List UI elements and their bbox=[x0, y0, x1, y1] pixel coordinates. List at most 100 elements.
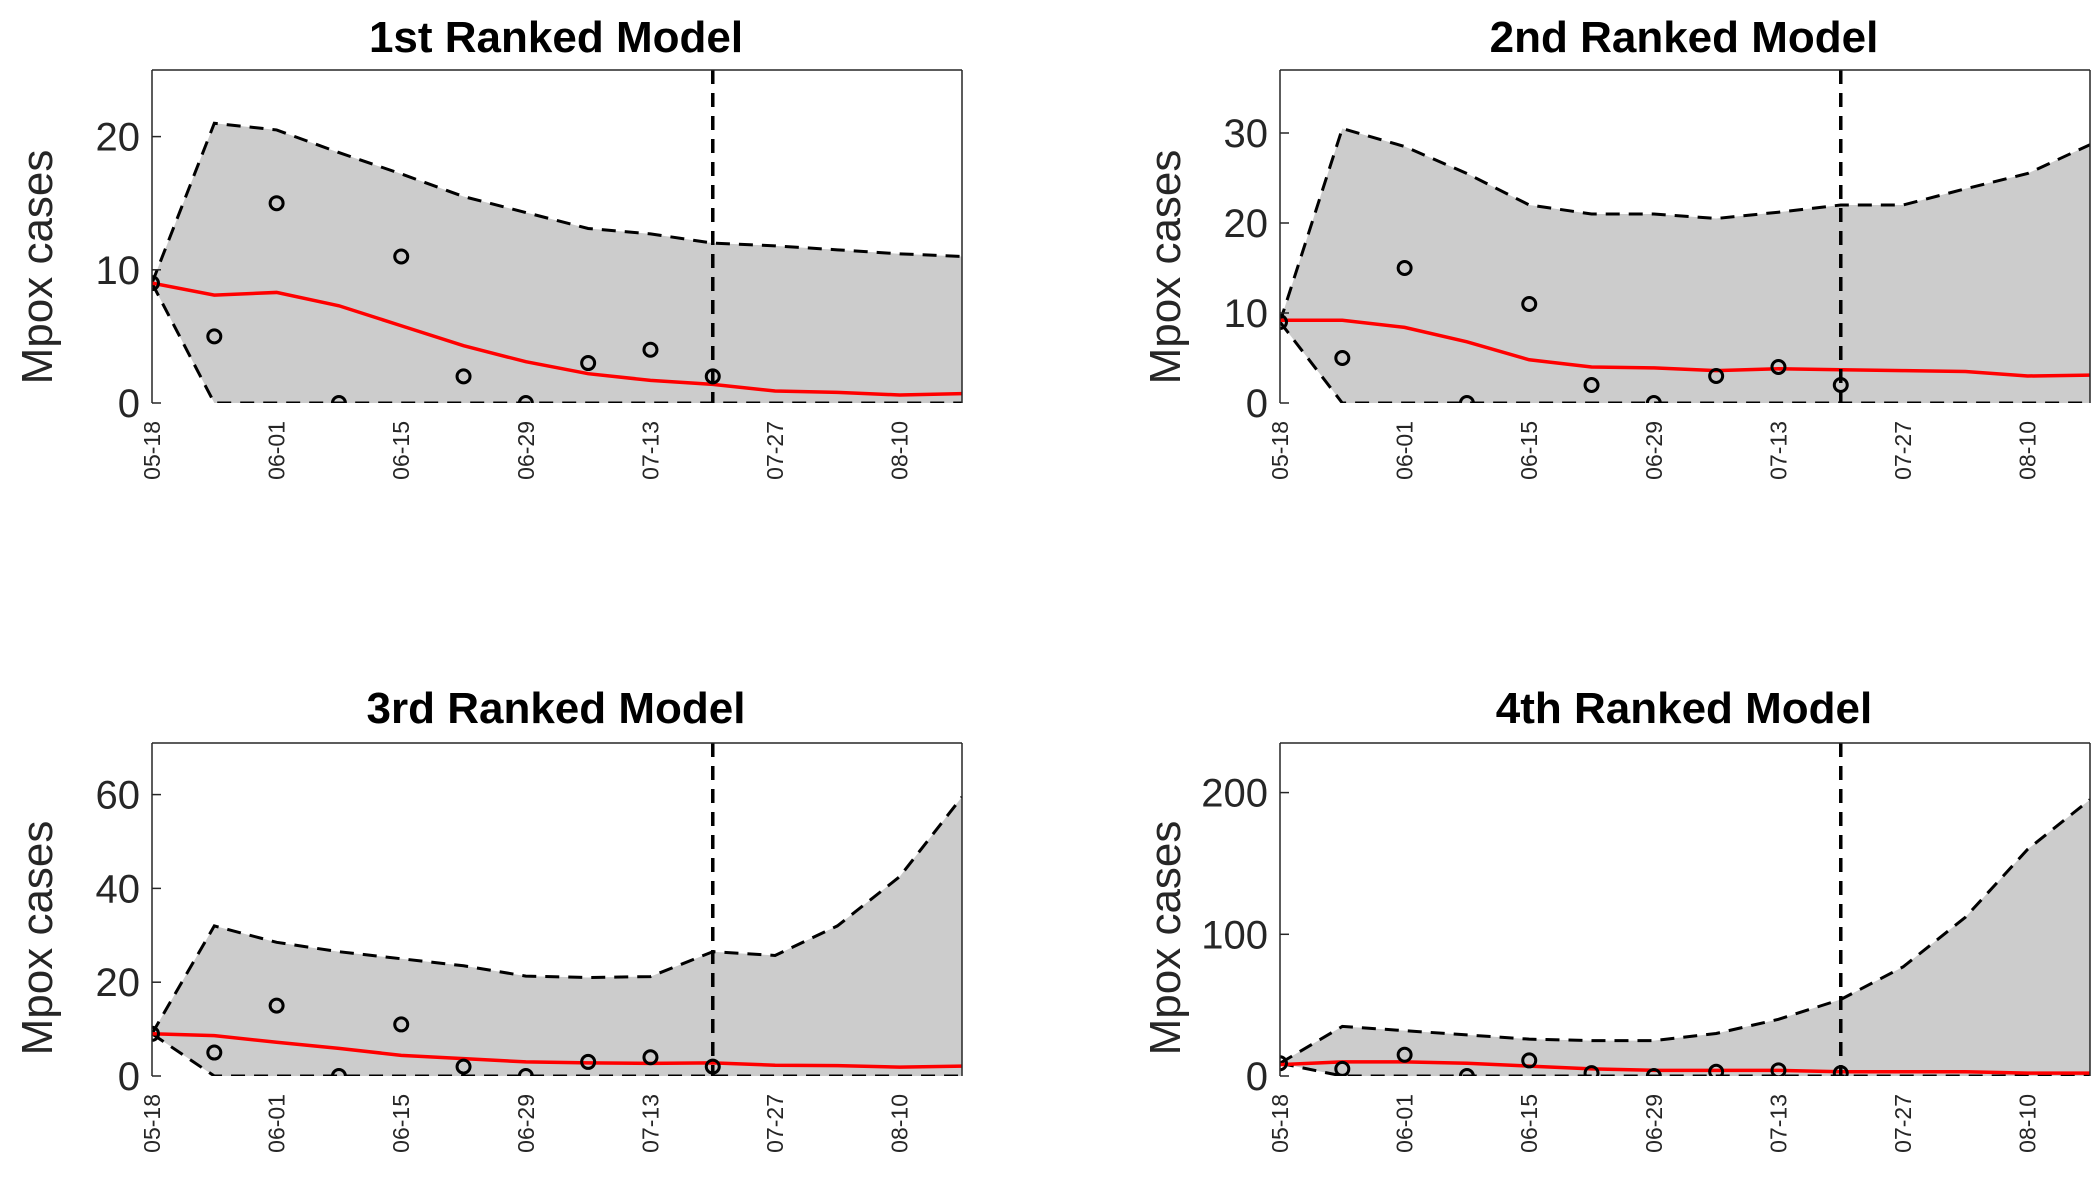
y-tick-label: 30 bbox=[1224, 112, 1269, 156]
observed-point bbox=[1832, 377, 1849, 393]
y-tick-label: 200 bbox=[1201, 772, 1268, 816]
observed-point bbox=[268, 997, 285, 1014]
x-tick-label: 06-29 bbox=[1641, 1094, 1667, 1153]
observed-point bbox=[580, 355, 597, 372]
observed-point bbox=[517, 395, 534, 403]
chart-panel-3: 3rd Ranked Model Mpox cases 0 20 40 60 05-18… bbox=[13, 684, 963, 1153]
plot-layer bbox=[152, 70, 962, 403]
chart-title: 4th Ranked Model bbox=[1496, 684, 1873, 733]
observed-point bbox=[517, 1068, 534, 1076]
plot-area: 0 10 20 30 05-18 06-01 06-15 06-29 07-13 07-27 08-… bbox=[1224, 69, 2091, 480]
x-tick-label: 05-18 bbox=[139, 1094, 165, 1153]
chart-panel-1: 1st Ranked Model Mpox cases 0 10 20 05-18 06… bbox=[13, 13, 963, 480]
prediction-interval-band bbox=[1280, 128, 2090, 403]
observed-point bbox=[152, 1025, 160, 1042]
observed-point bbox=[1770, 1062, 1787, 1076]
fit-line bbox=[1280, 1060, 2090, 1075]
y-tick-label: 0 bbox=[118, 1055, 140, 1099]
observed-point bbox=[704, 1058, 721, 1075]
observed-point bbox=[152, 275, 160, 292]
observed-point bbox=[455, 368, 472, 385]
y-tick-label: 40 bbox=[96, 867, 141, 911]
observed-point bbox=[1458, 1068, 1475, 1076]
observed-point bbox=[1334, 1060, 1351, 1076]
x-tick-label: 05-18 bbox=[139, 421, 165, 480]
observed-point bbox=[455, 1058, 472, 1075]
x-tick-label: 06-01 bbox=[264, 1094, 290, 1153]
upper-bound-line bbox=[152, 796, 962, 1035]
y-tick-label: 0 bbox=[1246, 1055, 1268, 1099]
observed-point bbox=[1832, 1065, 1849, 1076]
observed-point bbox=[1458, 395, 1475, 403]
y-axis-label: Mpox cases bbox=[1141, 150, 1190, 385]
observed-point bbox=[642, 341, 659, 358]
x-tick-label: 07-13 bbox=[637, 1094, 663, 1153]
y-axis-label: Mpox cases bbox=[13, 821, 62, 1056]
plot-area: 0 100 200 05-18 06-01 06-15 06-29 07-13 07-27 08-… bbox=[1201, 742, 2091, 1153]
x-tick-label: 06-29 bbox=[1641, 421, 1667, 480]
prediction-interval-band bbox=[1280, 799, 2090, 1076]
observed-point bbox=[1521, 1052, 1538, 1069]
observed-point bbox=[1770, 359, 1787, 375]
fit-line bbox=[1280, 318, 2090, 378]
observed-point bbox=[206, 328, 223, 345]
plot-layer bbox=[1280, 743, 2090, 1076]
x-tick-label: 08-10 bbox=[2015, 421, 2041, 480]
plot-layer bbox=[152, 743, 962, 1076]
observed-point bbox=[642, 1049, 659, 1066]
observed-point bbox=[1645, 395, 1662, 403]
upper-bound-line bbox=[152, 121, 962, 284]
chart-title: 2nd Ranked Model bbox=[1490, 13, 1879, 62]
x-tick-label: 06-15 bbox=[1516, 421, 1542, 480]
x-tick-label: 06-01 bbox=[1392, 1094, 1418, 1153]
y-tick-label: 20 bbox=[1224, 202, 1269, 246]
observed-point bbox=[1583, 377, 1600, 393]
observed-point bbox=[1396, 260, 1413, 276]
observed-point bbox=[1645, 1068, 1662, 1076]
x-tick-label: 05-18 bbox=[1267, 421, 1293, 480]
observed-point bbox=[1280, 314, 1288, 330]
y-tick-label: 0 bbox=[1246, 382, 1268, 426]
observed-point bbox=[1396, 1046, 1413, 1063]
y-tick-label: 20 bbox=[96, 961, 141, 1005]
chart-title: 3rd Ranked Model bbox=[367, 684, 746, 733]
y-tick-label: 100 bbox=[1201, 913, 1268, 957]
observed-point bbox=[393, 1016, 410, 1033]
y-tick-label: 20 bbox=[96, 116, 141, 160]
x-tick-label: 08-10 bbox=[887, 1094, 913, 1153]
x-tick-label: 07-13 bbox=[637, 421, 663, 480]
y-tick-label: 10 bbox=[96, 249, 141, 293]
x-tick-label: 07-27 bbox=[762, 421, 788, 480]
x-tick-label: 08-10 bbox=[2015, 1094, 2041, 1153]
observed-point bbox=[1334, 350, 1351, 366]
upper-bound-line bbox=[1280, 126, 2090, 323]
observed-point bbox=[704, 368, 721, 385]
fit-line bbox=[152, 281, 962, 397]
observed-point bbox=[1708, 1063, 1725, 1076]
x-tick-label: 07-27 bbox=[762, 1094, 788, 1153]
chart-panel-4: 4th Ranked Model Mpox cases 0 100 200 05-18… bbox=[1141, 684, 2091, 1153]
x-tick-label: 07-13 bbox=[1765, 1094, 1791, 1153]
observed-point bbox=[268, 195, 285, 212]
x-tick-label: 06-15 bbox=[388, 1094, 414, 1153]
y-axis-label: Mpox cases bbox=[13, 150, 62, 385]
y-axis-label: Mpox cases bbox=[1141, 821, 1190, 1056]
x-tick-label: 05-18 bbox=[1267, 1094, 1293, 1153]
x-tick-label: 08-10 bbox=[887, 421, 913, 480]
chart-panel-2: 2nd Ranked Model Mpox cases 0 10 20 30 05-18… bbox=[1141, 13, 2091, 480]
x-tick-label: 06-15 bbox=[388, 421, 414, 480]
upper-bound-line bbox=[1280, 798, 2090, 1065]
x-tick-label: 07-27 bbox=[1890, 1094, 1916, 1153]
y-tick-label: 60 bbox=[96, 774, 141, 818]
observed-point bbox=[393, 248, 410, 265]
observed-point bbox=[1583, 1065, 1600, 1076]
x-tick-label: 06-01 bbox=[264, 421, 290, 480]
y-tick-label: 0 bbox=[118, 382, 140, 426]
plot-area: 0 20 40 60 05-18 06-01 06-15 06-29 07-13 07-27 08-… bbox=[96, 742, 963, 1153]
observed-point bbox=[206, 1044, 223, 1061]
prediction-interval-band bbox=[152, 796, 962, 1076]
chart-title: 1st Ranked Model bbox=[369, 13, 743, 62]
observed-point bbox=[1521, 296, 1538, 312]
plot-layer bbox=[1280, 70, 2090, 403]
